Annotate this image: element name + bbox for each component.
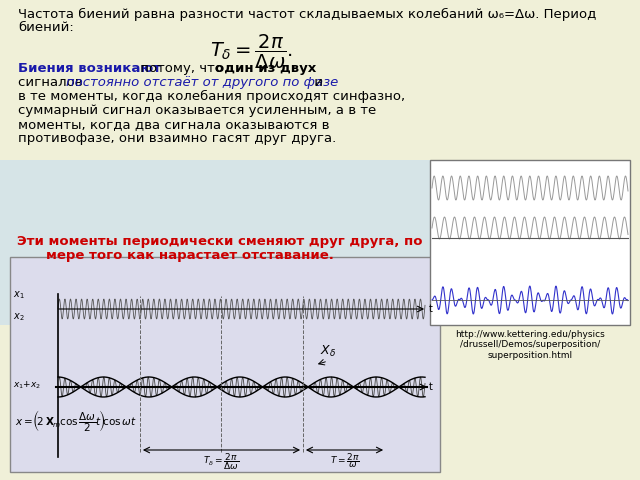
Text: t: t [429, 382, 433, 392]
Text: сигналов: сигналов [18, 76, 87, 89]
Text: $T_\delta = \dfrac{2\pi}{\Delta\omega}$: $T_\delta = \dfrac{2\pi}{\Delta\omega}$ [204, 451, 239, 472]
Text: один из двух: один из двух [215, 62, 316, 75]
Text: t: t [429, 304, 433, 314]
Text: Эти моменты периодически сменяют друг друга, по: Эти моменты периодически сменяют друг др… [17, 235, 423, 248]
Text: и: и [310, 76, 323, 89]
Text: постоянно отстаёт от другого по фазе: постоянно отстаёт от другого по фазе [66, 76, 339, 89]
Text: $T_{\delta} = \dfrac{2\pi}{\Delta\omega}.$: $T_{\delta} = \dfrac{2\pi}{\Delta\omega}… [210, 33, 293, 71]
Text: биений:: биений: [18, 21, 74, 34]
Text: Биения возникают: Биения возникают [18, 62, 161, 75]
Text: $x_1$: $x_1$ [13, 289, 24, 301]
Text: Частота биений равна разности частот складываемых колебаний ω₆=Δω. Период: Частота биений равна разности частот скл… [18, 8, 596, 21]
Text: потому, что: потому, что [136, 62, 232, 75]
Text: $X_\delta$: $X_\delta$ [320, 344, 336, 359]
Bar [430, 160, 630, 325]
Text: в те моменты, когда колебания происходят синфазно,: в те моменты, когда колебания происходят… [18, 90, 405, 103]
Bar [0, 160, 440, 325]
Bar [10, 257, 440, 472]
Text: мере того как нарастает отставание.: мере того как нарастает отставание. [46, 249, 334, 262]
Text: суммарный сигнал оказывается усиленным, а в те: суммарный сигнал оказывается усиленным, … [18, 104, 376, 117]
Text: противофазе, они взаимно гасят друг друга.: противофазе, они взаимно гасят друг друг… [18, 132, 336, 145]
Text: $x_1$+$x_2$: $x_1$+$x_2$ [13, 379, 41, 391]
Text: $T = \dfrac{2\pi}{\omega}$: $T = \dfrac{2\pi}{\omega}$ [330, 451, 360, 470]
Text: $x_2$: $x_2$ [13, 311, 24, 323]
Text: моменты, когда два сигнала оказываются в: моменты, когда два сигнала оказываются в [18, 118, 330, 131]
Text: $x = \!\left(\!2\,\mathbf{X}_{\!m}\cos\dfrac{\Delta\omega}{2}t\!\right)\!\cos\om: $x = \!\left(\!2\,\mathbf{X}_{\!m}\cos\d… [15, 408, 137, 434]
Text: http://www.kettering.edu/physics
/drussell/Demos/superposition/
superposition.ht: http://www.kettering.edu/physics /drusse… [455, 330, 605, 360]
